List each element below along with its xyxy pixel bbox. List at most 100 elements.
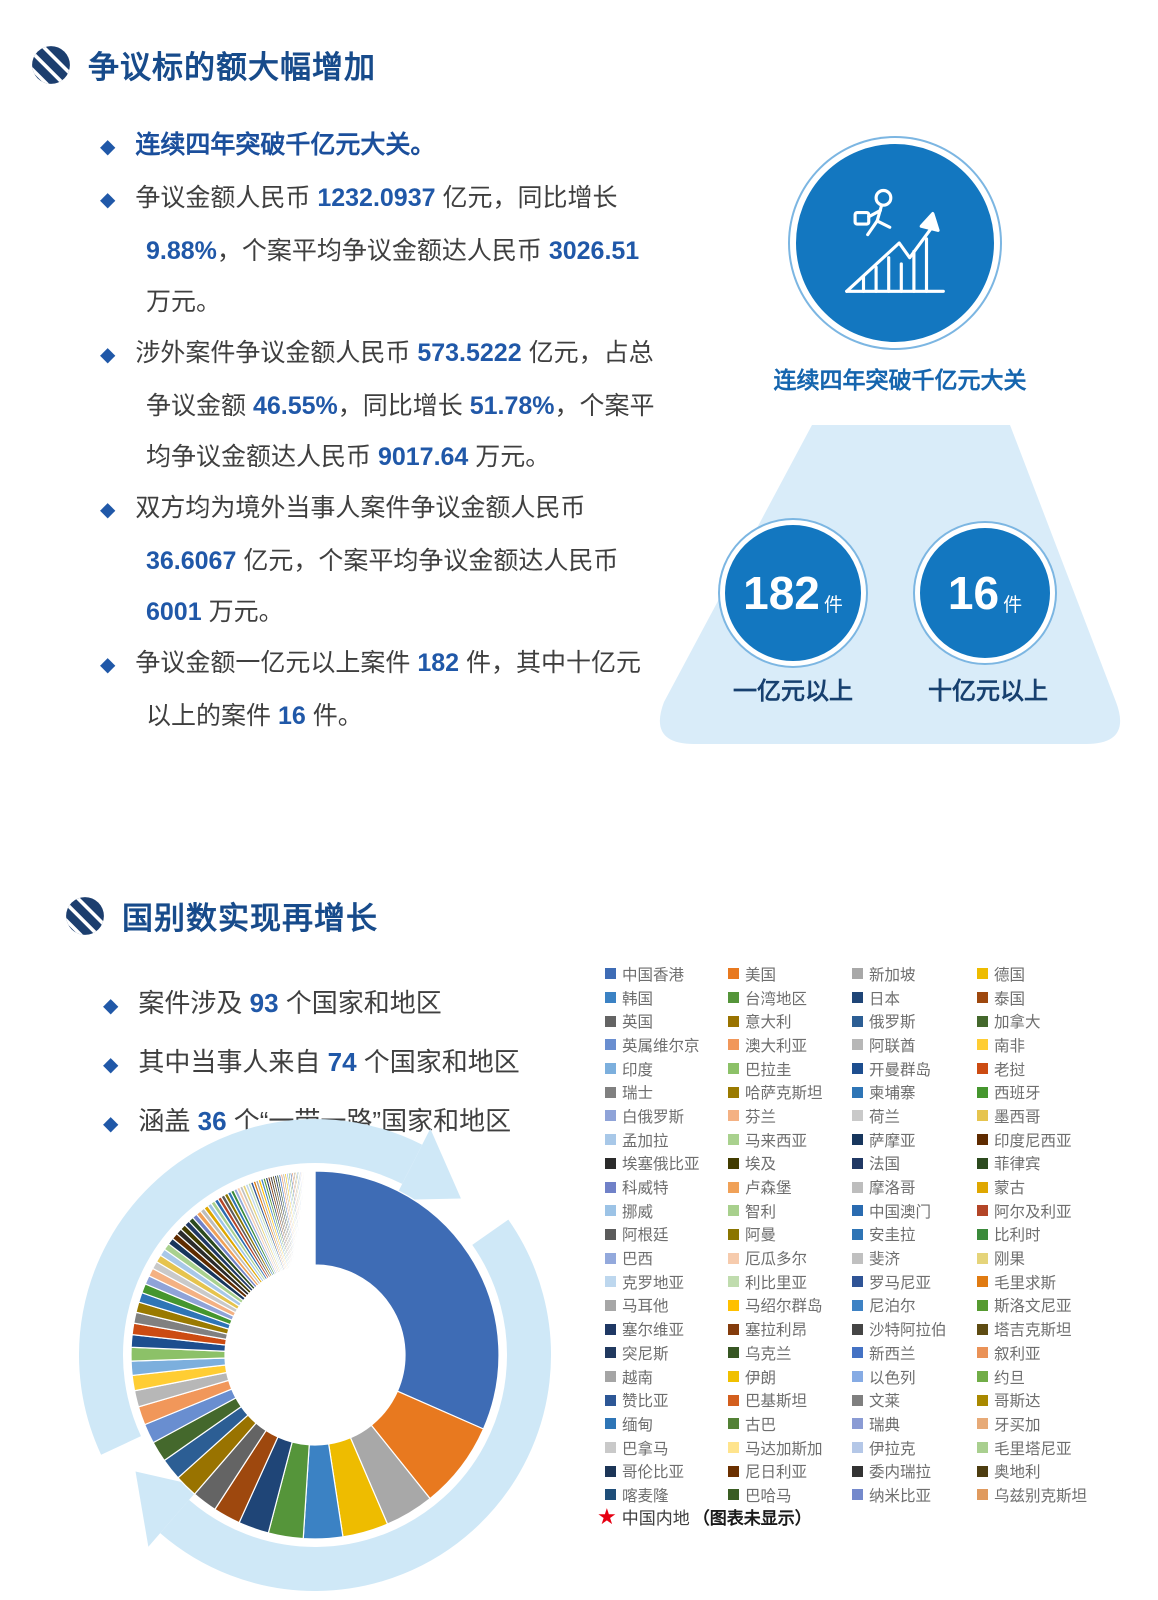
diamond-bullet-icon: ◆ xyxy=(103,1054,119,1076)
legend-swatch-icon xyxy=(605,1086,616,1098)
legend-item: 比利时 xyxy=(977,1223,1155,1247)
legend-item: 阿尔及利亚 xyxy=(977,1199,1155,1223)
legend-label: 马绍尔群岛 xyxy=(745,1298,823,1316)
legend-item: 马耳他 xyxy=(605,1294,728,1318)
legend-label: 德国 xyxy=(994,966,1026,984)
legend-swatch-icon xyxy=(852,1039,863,1051)
legend-label: 白俄罗斯 xyxy=(622,1108,685,1126)
legend-item: 菲律宾 xyxy=(977,1152,1155,1176)
diamond-bullet-icon: ◆ xyxy=(100,499,116,521)
legend-label: 美国 xyxy=(745,966,777,984)
legend-item: 蒙古 xyxy=(977,1175,1155,1199)
light-beam-shape xyxy=(659,425,1121,744)
legend-label: 乌克兰 xyxy=(745,1345,792,1363)
legend-label: 泰国 xyxy=(994,990,1026,1008)
legend-item: 印度 xyxy=(605,1057,728,1081)
legend-swatch-icon xyxy=(605,1418,616,1430)
stat-unit: 件 xyxy=(1003,594,1023,616)
stat-value: 182 xyxy=(743,567,820,619)
legend-label: 毛里求斯 xyxy=(994,1274,1057,1292)
legend-item: 叙利亚 xyxy=(977,1341,1155,1365)
legend-label: 英属维尔京 xyxy=(622,1037,700,1055)
legend-label: 文莱 xyxy=(869,1393,901,1411)
legend-swatch-icon xyxy=(977,1489,988,1501)
legend-swatch-icon xyxy=(605,1110,616,1122)
legend-swatch-icon xyxy=(605,1323,616,1335)
footnote-text: 中国内地 xyxy=(621,1509,690,1528)
legend-swatch-icon xyxy=(605,1299,616,1311)
legend-label: 开曼群岛 xyxy=(869,1061,932,1079)
legend-label: 科威特 xyxy=(622,1180,669,1198)
legend-column: 新加坡 日本 俄罗斯 阿联酋 开曼群岛 柬埔寨 荷兰 萨摩亚 法国 摩洛哥 中国澳门 安圭拉 斐济 罗马尼… xyxy=(852,962,977,1507)
legend-label: 法国 xyxy=(869,1156,901,1174)
legend-item: 以色列 xyxy=(852,1365,977,1389)
legend-label: 越南 xyxy=(622,1369,654,1387)
legend-item: 伊拉克 xyxy=(852,1436,977,1460)
legend-item: 巴基斯坦 xyxy=(728,1388,852,1412)
legend-swatch-icon xyxy=(977,1181,988,1193)
legend-label: 新西兰 xyxy=(869,1345,916,1363)
legend-item: 英国 xyxy=(605,1009,728,1033)
legend-label: 阿曼 xyxy=(745,1227,777,1245)
legend-label: 中国香港 xyxy=(622,966,685,984)
legend-item: 赞比亚 xyxy=(605,1388,728,1412)
legend-swatch-icon xyxy=(852,1394,863,1406)
person-climbing-growth-chart-icon xyxy=(845,188,945,293)
bullet-item: ◆ 其中当事人来自 74 个国家和地区 xyxy=(103,1047,520,1077)
stat-unit: 件 xyxy=(823,594,843,616)
red-star-icon: ★ xyxy=(597,1503,617,1529)
legend-item: 老挝 xyxy=(977,1057,1155,1081)
legend-label: 萨摩亚 xyxy=(869,1132,916,1150)
legend-item: 西班牙 xyxy=(977,1080,1155,1104)
legend-swatch-icon xyxy=(852,1086,863,1098)
cycle-arrowhead-icon xyxy=(393,1128,461,1200)
legend-item: 古巴 xyxy=(728,1412,852,1436)
legend-swatch-icon xyxy=(977,1347,988,1359)
country-legend: 中国香港 韩国 英国 英属维尔京 印度 瑞士 白俄罗斯 孟加拉 埃塞俄比亚 科威特 挪威 阿根廷 巴西克… xyxy=(605,962,1155,1507)
bullet-item: ◆ 案件涉及 93 个国家和地区 xyxy=(103,988,442,1018)
legend-label: 安圭拉 xyxy=(869,1227,916,1245)
legend-label: 巴基斯坦 xyxy=(745,1393,808,1411)
legend-swatch-icon xyxy=(977,1418,988,1430)
legend-label: 沙特阿拉伯 xyxy=(869,1322,947,1340)
legend-swatch-icon xyxy=(728,1418,739,1430)
bullet-item: ◆ 涉外案件争议金额人民币 573.5222 亿元，占总争议金额 46.55%，同… xyxy=(100,339,655,471)
legend-label: 印度尼西亚 xyxy=(994,1132,1072,1150)
legend-item: 埃塞俄比亚 xyxy=(605,1152,728,1176)
stat-value: 16 xyxy=(947,567,1000,619)
stat-label-over-1b: 十亿元以上 xyxy=(928,678,1048,705)
legend-swatch-icon xyxy=(977,1252,988,1264)
growth-badge-circle xyxy=(790,138,1000,348)
legend-label: 中国澳门 xyxy=(869,1203,932,1221)
legend-item: 阿联酋 xyxy=(852,1033,977,1057)
legend-label: 叙利亚 xyxy=(994,1345,1041,1363)
section2-bullet-list: ◆ 案件涉及 93 个国家和地区 ◆ 其中当事人来自 74 个国家和地区 ◆ 涵盖 36 … xyxy=(103,975,643,1152)
legend-item: 安圭拉 xyxy=(852,1223,977,1247)
stat-circle-over-1b: 16 件 xyxy=(915,523,1055,663)
legend-swatch-icon xyxy=(605,1134,616,1146)
legend-label: 利比里亚 xyxy=(745,1274,808,1292)
legend-label: 菲律宾 xyxy=(994,1156,1041,1174)
legend-label: 卢森堡 xyxy=(745,1180,792,1198)
legend-item: 加拿大 xyxy=(977,1009,1155,1033)
legend-label: 斯洛文尼亚 xyxy=(994,1298,1072,1316)
legend-item: 毛里塔尼亚 xyxy=(977,1436,1155,1460)
legend-label: 古巴 xyxy=(745,1416,777,1434)
legend-swatch-icon xyxy=(852,1252,863,1264)
country-share-donut-chart xyxy=(79,1119,551,1591)
legend-swatch-icon xyxy=(605,1442,616,1454)
legend-item: 新西兰 xyxy=(852,1341,977,1365)
legend-swatch-icon xyxy=(852,1276,863,1288)
legend-item: 墨西哥 xyxy=(977,1104,1155,1128)
legend-label: 老挝 xyxy=(994,1061,1026,1079)
legend-item: 斐济 xyxy=(852,1246,977,1270)
legend-swatch-icon xyxy=(605,1371,616,1383)
stat-circle-over-100m: 182 件 xyxy=(720,520,866,666)
legend-label: 尼泊尔 xyxy=(869,1298,916,1316)
legend-item: 毛里求斯 xyxy=(977,1270,1155,1294)
legend-swatch-icon xyxy=(728,1086,739,1098)
legend-label: 克罗地亚 xyxy=(622,1274,685,1292)
bullet-item: ◆ 涵盖 36 个“一带一路”国家和地区 xyxy=(103,1106,512,1136)
legend-swatch-icon xyxy=(605,1205,616,1217)
legend-swatch-icon xyxy=(977,1394,988,1406)
